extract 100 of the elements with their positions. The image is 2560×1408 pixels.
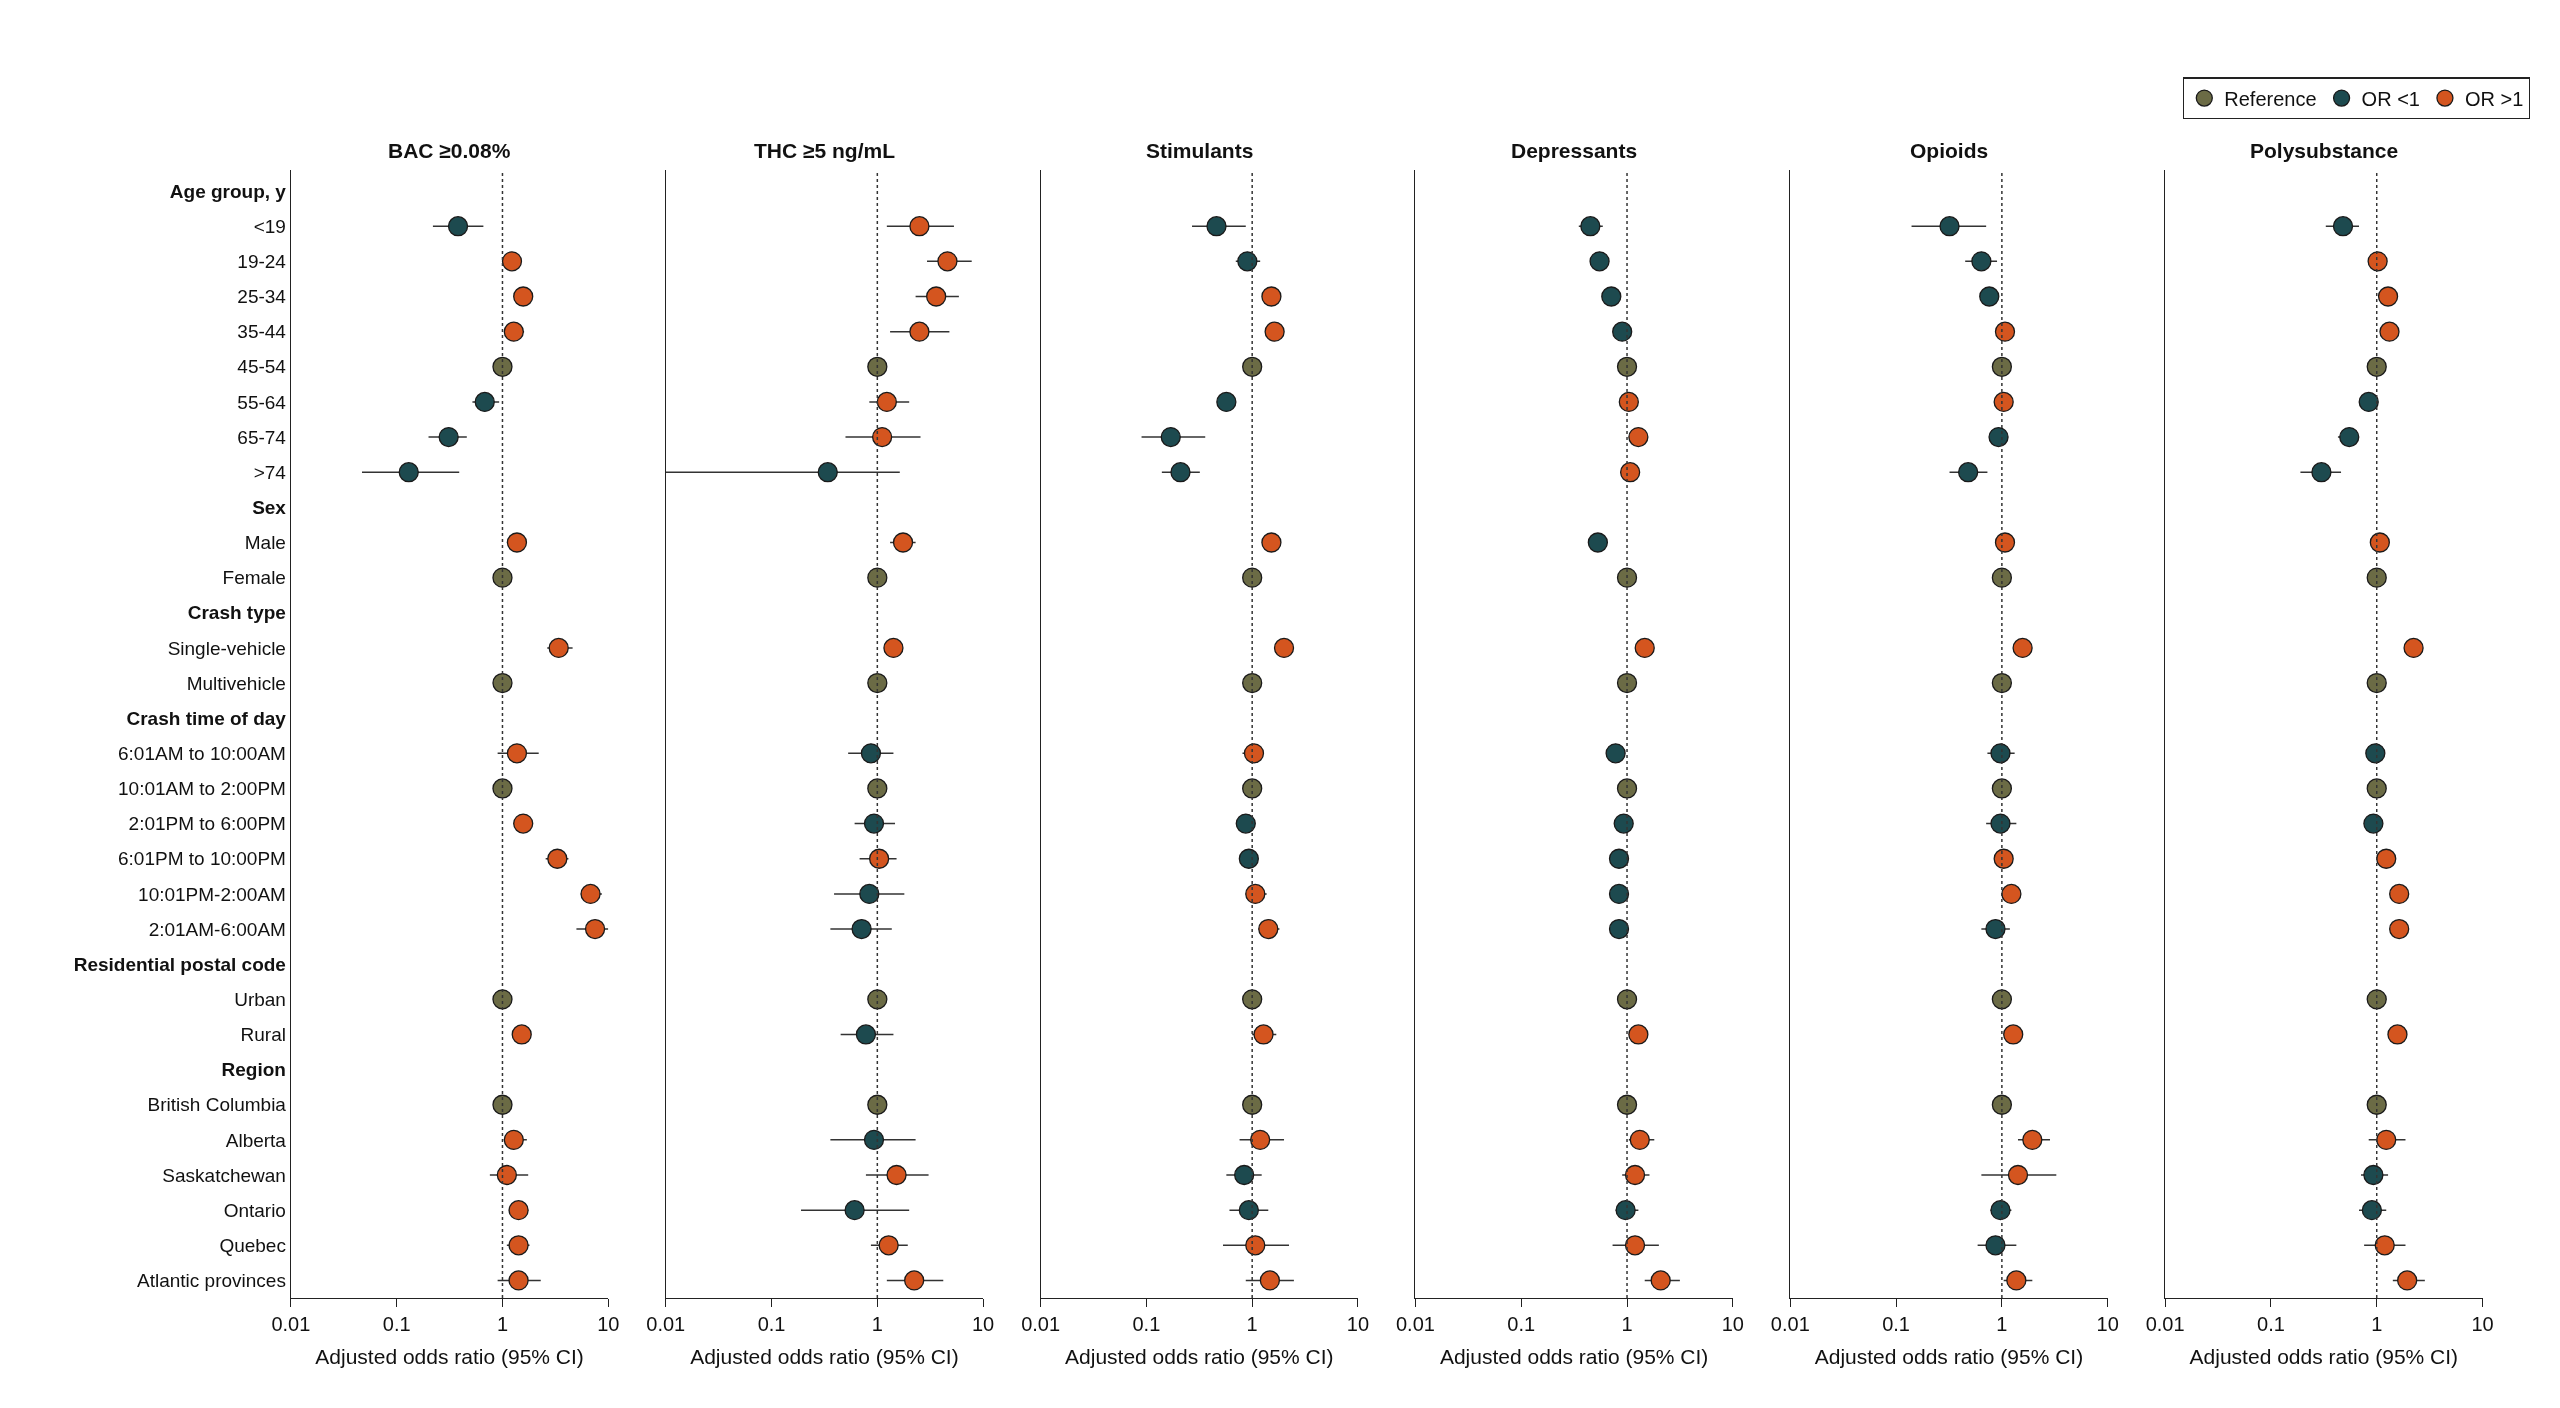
point [1991,567,2013,588]
point [1985,1235,2006,1256]
point [2366,672,2387,694]
point [2361,1200,2383,1221]
point [2365,743,2386,764]
x-axis-title: Adjusted odds ratio (95% CI) [690,1345,959,1369]
y-tick-label: Multivehicle [186,672,286,694]
y-tick-label: British Columbia [147,1094,287,1116]
point [1235,813,1256,834]
legend-label: Reference [2224,87,2317,110]
point [2001,883,2022,905]
point [1618,391,1639,413]
x-tick-label: 1 [1621,1313,1633,1336]
point [1253,1024,1274,1045]
y-tick-label: Rural [240,1024,286,1046]
point [1624,1164,1646,1186]
point [2366,567,2387,588]
legend-label: OR <1 [2361,87,2420,110]
point [2367,251,2388,272]
y-tick-label: 19-24 [237,251,287,273]
point [1261,286,1282,307]
y-tick-label: <19 [253,215,286,237]
y-tick-label: 2:01PM to 6:00PM [128,813,286,835]
point [2366,778,2387,799]
y-tick-label: Sex [252,497,287,518]
y-tick-label: 45-54 [237,356,287,378]
y-tick-label: 35-44 [237,321,287,343]
point [1994,321,2016,342]
point [1624,1235,1646,1256]
point [1258,918,1279,940]
point [1985,918,2006,940]
y-tick-label: Alberta [225,1129,287,1151]
chart-title: BAC ≥0.08% [388,139,511,162]
point [2389,883,2410,905]
point [2369,532,2390,553]
point [1612,321,1633,342]
x-tick-label: 0.1 [1507,1313,1536,1336]
x-tick-label: 1 [496,1313,509,1336]
x-tick-label: 0.1 [1882,1313,1910,1336]
point [1242,567,1263,588]
x-tick-label: 0.01 [2145,1313,2185,1336]
point [2006,1270,2027,1291]
point [1628,1024,1649,1045]
point [2387,1024,2408,1045]
point [1242,672,1263,694]
y-tick-label: Urban [234,988,286,1010]
x-axis-title: Adjusted odds ratio (95% CI) [1814,1345,2084,1369]
y-tick-label: 10:01AM to 2:00PM [118,778,286,800]
y-tick-label: Crash type [187,602,286,624]
x-axis-title: Adjusted odds ratio (95% CI) [1439,1345,1709,1369]
x-tick-label: 10 [2096,1313,2119,1336]
chart-title: Polysubstance [2250,139,2399,162]
point [1991,989,2013,1010]
point [1601,286,1622,307]
point [1616,567,1638,588]
y-tick-label: Quebec [219,1234,286,1256]
x-tick-label: 0.1 [382,1313,411,1336]
y-tick-label: 65-74 [237,426,287,448]
y-tick-label: 6:01PM to 10:00PM [118,848,286,870]
point [1991,356,2013,377]
x-tick-label: 0.01 [271,1313,311,1336]
y-tick-label: 55-64 [237,391,287,413]
y-tick-label: 2:01AM-6:00AM [148,918,286,940]
point [2007,1164,2029,1186]
point [1616,989,1638,1010]
point [2389,918,2410,940]
point [1608,848,1630,869]
y-tick-label: >74 [253,461,287,483]
point [1993,391,2014,413]
y-tick-label: 6:01AM to 10:00AM [118,742,286,764]
y-tick-label: Saskatchewan [162,1164,286,1186]
point [1990,813,2011,834]
point [1242,356,1263,377]
point [2374,1235,2395,1256]
point [1238,848,1259,869]
point [2003,1024,2024,1045]
x-tick-label: 0.01 [1395,1313,1435,1336]
chart-title: Depressants [1511,139,1638,162]
legend-label: OR >1 [2464,87,2524,110]
x-tick-label: 10 [597,1313,620,1336]
point [2376,848,2397,869]
point [1616,778,1638,799]
point [1242,1094,1263,1115]
point [1991,778,2013,799]
point [1993,848,2014,869]
y-tick-label: Crash time of day [126,707,287,729]
point [2366,356,2387,377]
point [2379,321,2400,342]
point [1628,426,1649,448]
x-tick-label: 0.01 [1021,1313,1061,1336]
point [1991,1094,2013,1115]
x-tick-label: 0.01 [1770,1313,1810,1336]
x-axis-title: Adjusted odds ratio (95% CI) [2189,1345,2459,1369]
point [2366,989,2387,1010]
point [1979,286,2000,307]
point [1238,1200,1259,1221]
point [1990,1200,2011,1221]
point [1619,462,1641,483]
chart-title: Opioids [1910,139,1989,162]
point [1243,743,1265,764]
